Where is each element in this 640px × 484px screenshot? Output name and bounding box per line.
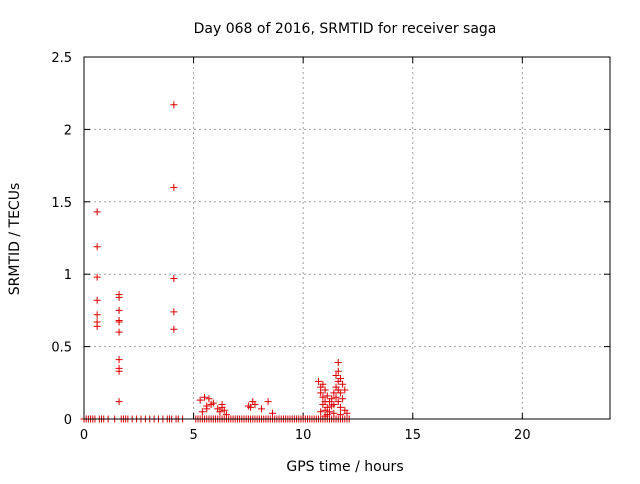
- x-axis-label: GPS time / hours: [286, 459, 403, 475]
- data-point: [321, 386, 329, 394]
- y-tick-label: 1.5: [51, 196, 72, 211]
- data-point: [170, 101, 178, 109]
- data-point: [264, 398, 272, 406]
- data-point: [93, 311, 101, 319]
- y-tick-label: 2.5: [51, 51, 72, 66]
- data-point: [216, 408, 224, 416]
- data-point: [334, 398, 342, 406]
- data-point: [330, 389, 338, 397]
- data-point: [323, 403, 331, 411]
- x-tick-label: 5: [189, 428, 197, 443]
- chart-title: Day 068 of 2016, SRMTID for receiver sag…: [194, 21, 497, 37]
- data-point: [209, 399, 217, 407]
- data-point: [93, 208, 101, 216]
- y-tick-label: 0: [64, 413, 72, 428]
- x-tick-label: 15: [404, 428, 421, 443]
- data-point: [336, 374, 344, 382]
- data-point: [115, 398, 123, 406]
- data-point: [336, 389, 344, 397]
- y-tick-label: 1: [64, 268, 72, 283]
- data-point: [336, 411, 344, 419]
- data-point: [115, 306, 123, 314]
- data-point: [330, 409, 338, 417]
- data-point: [170, 275, 178, 283]
- data-point: [268, 409, 276, 417]
- data-point: [325, 408, 333, 416]
- data-point: [93, 243, 101, 251]
- data-point: [205, 395, 213, 403]
- data-point: [203, 405, 211, 413]
- y-axis-label: SRMTID / TECUs: [7, 183, 23, 296]
- data-point: [343, 409, 351, 417]
- axis-ticks: 0 5 10 15 20 0 0.5 1 1.5 2 2.5: [51, 51, 610, 443]
- data-point: [201, 393, 209, 401]
- data-point: [317, 408, 325, 416]
- data-points: [80, 101, 353, 423]
- data-point: [336, 403, 344, 411]
- data-point: [258, 405, 266, 413]
- data-point: [341, 386, 349, 394]
- data-point: [170, 325, 178, 333]
- data-point: [319, 393, 327, 401]
- data-point: [323, 392, 331, 400]
- x-tick-label: 0: [80, 428, 88, 443]
- plot-frame: [83, 56, 611, 420]
- x-tick-label: 10: [295, 428, 312, 443]
- data-point: [339, 380, 347, 388]
- data-point: [339, 395, 347, 403]
- data-point: [334, 359, 342, 367]
- data-point: [222, 411, 230, 419]
- data-point: [334, 367, 342, 375]
- y-tick-label: 2: [64, 123, 72, 138]
- data-point: [196, 396, 204, 404]
- data-point: [220, 406, 228, 414]
- data-point: [115, 318, 123, 326]
- data-point: [170, 308, 178, 316]
- data-point: [198, 408, 206, 416]
- data-point: [93, 322, 101, 330]
- data-point: [319, 380, 327, 388]
- data-point: [115, 328, 123, 336]
- data-point: [315, 377, 323, 385]
- x-tick-label: 20: [514, 428, 531, 443]
- data-point: [328, 395, 336, 403]
- data-point: [115, 367, 123, 375]
- data-point: [93, 296, 101, 304]
- grid-lines: [84, 56, 610, 419]
- data-point: [115, 293, 123, 301]
- data-point: [330, 401, 338, 409]
- y-tick-label: 0.5: [51, 341, 72, 356]
- data-point: [170, 183, 178, 191]
- data-point: [332, 393, 340, 401]
- data-point: [321, 412, 329, 420]
- data-point: [251, 401, 259, 409]
- data-point: [115, 356, 123, 364]
- data-point: [247, 403, 255, 411]
- data-point: [332, 372, 340, 380]
- data-point: [317, 389, 325, 397]
- data-point: [93, 273, 101, 281]
